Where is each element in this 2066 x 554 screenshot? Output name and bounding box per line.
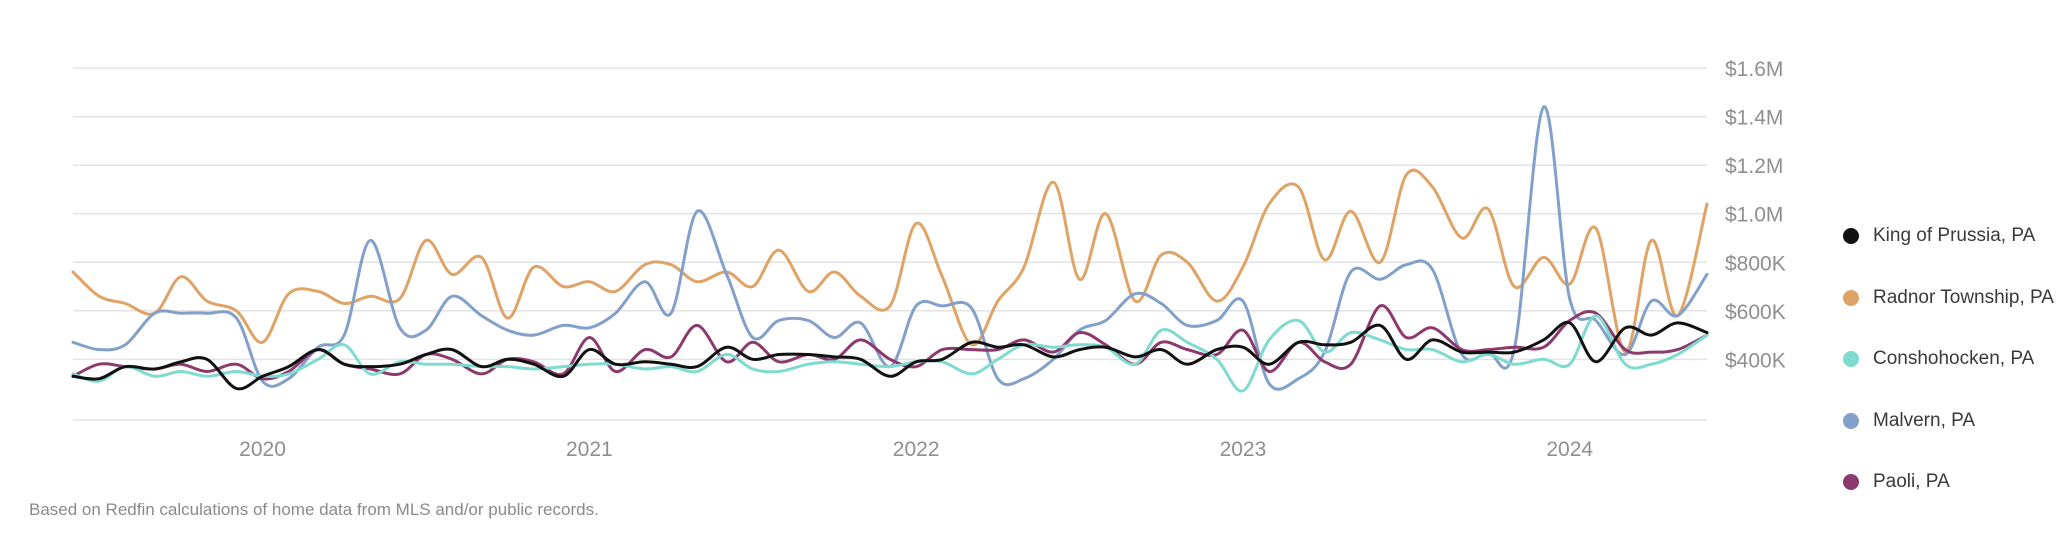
series-line-conshohocken-pa[interactable] — [71, 314, 1709, 393]
x-tick-label: 2021 — [566, 438, 613, 461]
legend-dot-icon — [1843, 351, 1859, 367]
legend-label: Radnor Township, PA — [1873, 286, 2054, 308]
x-axis-ticks: 2020 2021 2022 2023 2024 — [239, 438, 1593, 461]
series-lines — [71, 105, 1709, 393]
legend: King of Prussia, PA Radnor Township, PA … — [1843, 224, 2066, 532]
y-tick-label: $1.2M — [1725, 155, 1783, 178]
legend-item-malvern[interactable]: Malvern, PA — [1843, 409, 2066, 471]
legend-dot-icon — [1843, 289, 1859, 306]
x-tick-label: 2020 — [239, 438, 286, 461]
legend-dot-icon — [1843, 412, 1859, 429]
y-tick-label: $600K — [1725, 301, 1786, 324]
y-tick-label: $1.6M — [1725, 58, 1783, 81]
y-axis-ticks: $400K $600K $800K $1.0M $1.2M $1.4M $1.6M — [1725, 58, 1786, 372]
legend-item-radnor-township[interactable]: Radnor Township, PA — [1843, 286, 2066, 348]
y-tick-label: $800K — [1725, 252, 1786, 275]
series-line-radnor-township-pa[interactable] — [71, 168, 1709, 354]
x-tick-label: 2023 — [1220, 438, 1267, 461]
legend-item-king-of-prussia[interactable]: King of Prussia, PA — [1843, 224, 2066, 286]
series-line-malvern-pa[interactable] — [71, 105, 1709, 391]
legend-label: Paoli, PA — [1873, 471, 1950, 492]
legend-item-paoli[interactable]: Paoli, PA — [1843, 470, 2066, 532]
series-line-king-of-prussia-pa[interactable] — [71, 320, 1709, 391]
y-tick-label: $400K — [1725, 349, 1786, 372]
legend-dot-icon — [1843, 228, 1859, 244]
legend-label: Malvern, PA — [1873, 409, 1976, 431]
legend-label: Conshohocken, PA — [1873, 348, 2035, 369]
legend-item-conshohocken[interactable]: Conshohocken, PA — [1843, 347, 2066, 409]
gridlines — [73, 67, 1707, 421]
y-tick-label: $1.0M — [1725, 204, 1783, 227]
x-tick-label: 2024 — [1546, 438, 1593, 461]
y-tick-label: $1.4M — [1725, 107, 1783, 130]
footnote: Based on Redfin calculations of home dat… — [29, 500, 599, 519]
x-tick-label: 2022 — [893, 438, 940, 461]
legend-label: King of Prussia, PA — [1873, 225, 2036, 246]
legend-dot-icon — [1843, 474, 1859, 490]
